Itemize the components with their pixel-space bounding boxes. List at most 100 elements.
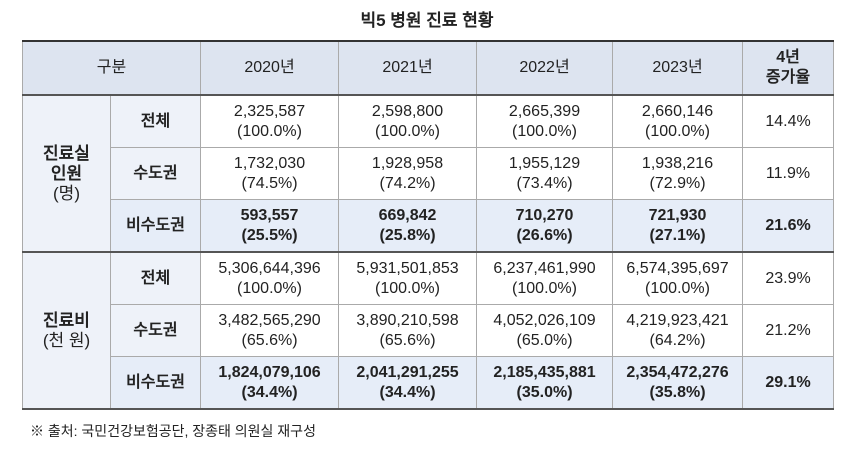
text-line: 4,052,026,109 [493,311,596,329]
text-line: (100.0%) [512,122,577,140]
value-cell: 1,928,958 (74.2%) [338,147,478,200]
growth-cell: 21.6% [742,199,835,253]
value-cell: 4,052,026,109 (65.0%) [476,304,614,357]
header-cell: 2022년 [476,40,614,96]
group-label: 진료비 (천 원) [22,251,111,410]
value-cell: 593,557 (25.5%) [200,199,340,253]
text-line: 2,665,399 [508,102,581,120]
text-line: (35.0%) [516,383,573,401]
value-cell: 721,930 (27.1%) [612,199,744,253]
text-line: 3,890,210,598 [356,311,459,329]
row-label: 비수도권 [109,199,202,253]
text-line: 증가율 [765,69,811,86]
value-cell: 3,482,565,290 (65.6%) [200,304,340,357]
text-line: 5,931,501,853 [356,259,459,277]
row-label: 전체 [109,94,202,148]
value-cell: 2,185,435,881 (35.0%) [476,356,614,410]
text-line: (64.2%) [649,331,706,349]
text-line: (100.0%) [375,122,440,140]
value-cell: 2,325,587 (100.0%) [200,94,340,148]
text-line: (65.6%) [241,331,298,349]
value-cell: 2,041,291,255 (34.4%) [338,356,478,410]
text-line: 2,660,146 [641,102,714,120]
value-cell: 1,824,079,106 (34.4%) [200,356,340,410]
text-line: 6,574,395,697 [626,259,729,277]
text-line: 1,824,079,106 [218,363,321,381]
growth-cell: 11.9% [742,147,835,200]
growth-cell: 21.2% [742,304,835,357]
text-line: 2,041,291,255 [356,363,459,381]
text-line: 1,928,958 [371,154,444,172]
text-line: 3,482,565,290 [218,311,321,329]
table-row: 진료비 (천 원) 전체 5,306,644,396 (100.0%) 5,931,501… [22,251,835,410]
text-line: (100.0%) [375,279,440,297]
text-line: 진료비 [43,310,90,330]
value-cell: 2,665,399 (100.0%) [476,94,614,148]
value-cell: 5,306,644,396 (100.0%) [200,251,340,305]
table-body: 진료실 인원 (명) 전체 2,325,587 (100.0%) 2,598,800 (100… [22,94,835,410]
value-cell: 6,574,395,697 (100.0%) [612,251,744,305]
row-label: 비수도권 [109,356,202,410]
header-cell: 2023년 [612,40,744,96]
header-cell: 2020년 [200,40,340,96]
table-row: 진료실 인원 (명) 전체 2,325,587 (100.0%) 2,598,800 (100… [22,94,835,253]
table-row: 비수도권 593,557 (25.5%) 669,842 (25.8%) 710,270 (… [23,199,835,253]
text-line: 669,842 [378,206,437,224]
value-cell: 1,938,216 (72.9%) [612,147,744,200]
text-line: (74.5%) [241,174,298,192]
text-line: 1,955,129 [508,154,581,172]
text-line: 5,306,644,396 [218,259,321,277]
value-cell: 6,237,461,990 (100.0%) [476,251,614,305]
text-line: (명) [53,183,80,203]
value-cell: 4,219,923,421 (64.2%) [612,304,744,357]
text-line: (65.0%) [516,331,573,349]
value-cell: 2,598,800 (100.0%) [338,94,478,148]
text-line: (72.9%) [649,174,706,192]
text-line: (27.1%) [649,226,706,244]
row-label: 수도권 [109,304,202,357]
value-cell: 1,955,129 (73.4%) [476,147,614,200]
text-line: (100.0%) [237,279,302,297]
text-line: (35.8%) [649,383,706,401]
row-label: 수도권 [109,147,202,200]
text-line: (100.0%) [645,279,710,297]
growth-cell: 29.1% [742,356,835,410]
table-row: 비수도권 1,824,079,106 (34.4%) 2,041,291,255 (34… [23,356,835,410]
text-line: (25.8%) [379,226,436,244]
text-line: 6,237,461,990 [493,259,596,277]
header-cell: 4년 증가율 [742,40,835,96]
text-line: (25.5%) [241,226,298,244]
value-cell: 669,842 (25.8%) [338,199,478,253]
text-line: 721,930 [648,206,707,224]
data-table: 구분 2020년 2021년 2022년 2023년 4년 증가율 진료실 인원 (명) 전체 2,… [21,40,835,410]
text-line: (100.0%) [237,122,302,140]
text-line: 4,219,923,421 [626,311,729,329]
text-line: 593,557 [240,206,299,224]
text-line: (73.4%) [516,174,573,192]
text-line: 인원 [50,163,83,183]
text-line: (34.4%) [379,383,436,401]
value-cell: 2,354,472,276 (35.8%) [612,356,744,410]
text-line: 710,270 [515,206,574,224]
text-line: 2,598,800 [371,102,444,120]
header-row: 구분 2020년 2021년 2022년 2023년 4년 증가율 [21,40,835,96]
text-line: (100.0%) [645,122,710,140]
table-row: 수도권 1,732,030 (74.5%) 1,928,958 (74.2%) 1,955… [23,147,835,200]
value-cell: 5,931,501,853 (100.0%) [338,251,478,305]
text-line: 2,325,587 [233,102,306,120]
text-line: (34.4%) [241,383,298,401]
text-line: (65.6%) [379,331,436,349]
text-line: 2,185,435,881 [493,363,596,381]
title: 빅5 병원 진료 현황 [360,11,494,30]
value-cell: 2,660,146 (100.0%) [612,94,744,148]
footnote: ※ 출처: 국민건강보험공단, 장종태 의원실 재구성 [30,423,316,439]
text-line: 1,732,030 [233,154,306,172]
text-line: 1,938,216 [641,154,714,172]
table-row: 수도권 3,482,565,290 (65.6%) 3,890,210,598 (65.… [23,304,835,357]
value-cell: 710,270 (26.6%) [476,199,614,253]
text-line: 진료실 [43,143,90,163]
row-label: 전체 [109,251,202,305]
header-cell: 구분 [21,40,202,96]
text-line: 2,354,472,276 [626,363,729,381]
